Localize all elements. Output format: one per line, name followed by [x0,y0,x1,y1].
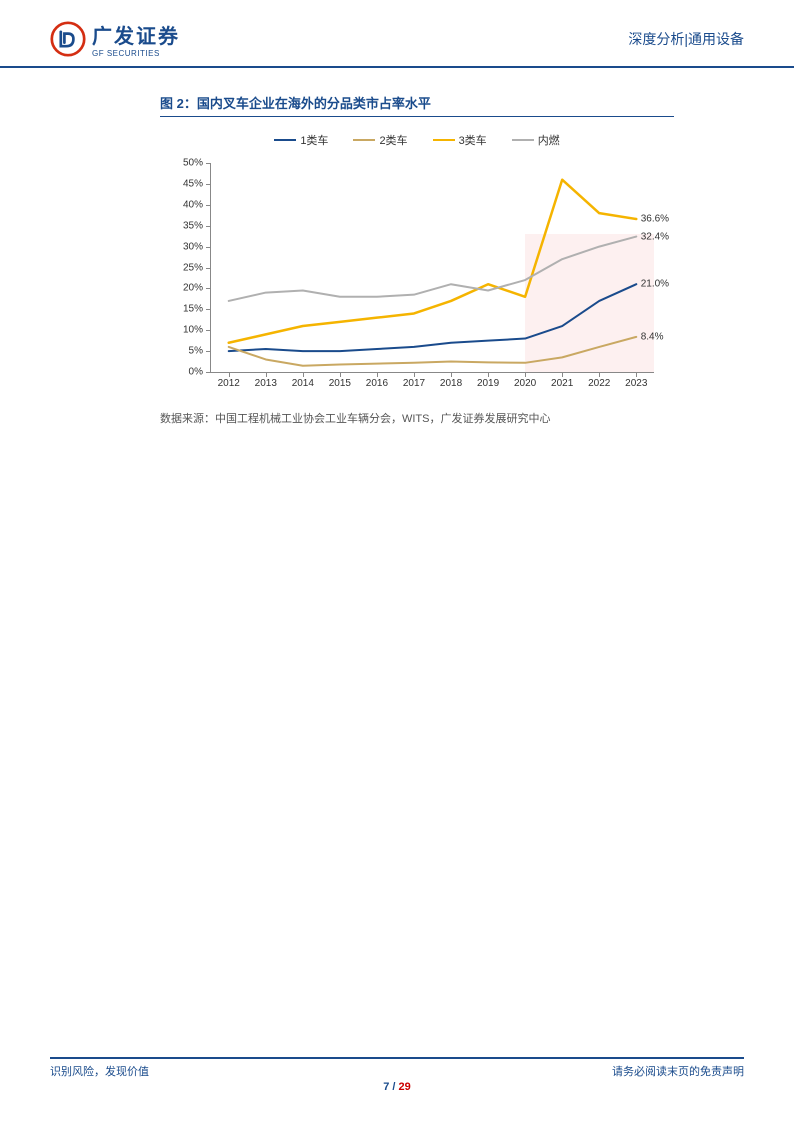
logo-text-cn: 广发证券 [92,20,180,49]
legend-label: 内燃 [538,132,560,148]
y-axis-label: 20% [183,283,203,294]
legend-label: 1类车 [300,132,328,148]
y-tick [206,309,211,310]
chart-canvas: 0% 5% 10% 15% 20% 25% 30% 35% 40% 45% 50% 2012 2013 2… [175,158,674,398]
x-tick [451,372,452,377]
y-axis-label: 45% [183,178,203,189]
legend-item: 3类车 [433,132,487,148]
y-tick [206,205,211,206]
chart-legend: 1类车 2类车 3类车 内燃 [160,132,674,148]
x-axis-label: 2022 [588,378,610,389]
y-tick [206,184,211,185]
chart-source: 数据来源：中国工程机械工业协会工业车辆分会，WITS，广发证券发展研究中心 [160,410,794,426]
x-axis-label: 2015 [329,378,351,389]
x-axis-label: 2016 [366,378,388,389]
x-tick [636,372,637,377]
y-tick [206,288,211,289]
series-end-label: 8.4% [641,331,664,342]
page-total: 29 [399,1081,411,1093]
legend-item: 内燃 [512,132,560,148]
logo: 广发证券 GF SECURITIES [50,20,180,58]
legend-swatch [433,139,455,141]
x-tick [266,372,267,377]
x-tick [414,372,415,377]
legend-swatch [512,139,534,141]
y-axis-label: 0% [189,367,203,378]
logo-text: 广发证券 GF SECURITIES [92,20,180,58]
logo-icon [50,21,86,57]
x-axis-label: 2023 [625,378,647,389]
page-sep: / [389,1081,398,1093]
page-footer: 识别风险，发现价值 请务必阅读末页的免责声明 7 / 29 [50,1057,744,1093]
footer-pager: 7 / 29 [50,1081,744,1093]
legend-item: 2类车 [353,132,407,148]
y-axis-label: 30% [183,241,203,252]
y-tick [206,330,211,331]
y-axis-label: 40% [183,199,203,210]
x-tick [525,372,526,377]
legend-item: 1类车 [274,132,328,148]
chart-title: 图 2：国内叉车企业在海外的分品类市占率水平 [160,93,674,117]
x-axis-label: 2020 [514,378,536,389]
x-axis-label: 2021 [551,378,573,389]
x-tick [377,372,378,377]
y-tick [206,372,211,373]
x-axis-label: 2012 [218,378,240,389]
legend-label: 3类车 [459,132,487,148]
x-axis-label: 2017 [403,378,425,389]
y-axis-label: 15% [183,304,203,315]
y-tick [206,247,211,248]
y-tick [206,163,211,164]
series-end-label: 36.6% [641,214,669,225]
series-line [229,284,637,351]
y-tick [206,226,211,227]
plot-area: 0%5%10%15%20%25%30%35%40%45%50%201220132… [210,163,654,373]
footer-top: 识别风险，发现价值 请务必阅读末页的免责声明 [50,1057,744,1079]
x-tick [340,372,341,377]
legend-label: 2类车 [379,132,407,148]
chart-lines [211,163,654,372]
series-end-label: 21.0% [641,279,669,290]
page-header: 广发证券 GF SECURITIES 深度分析|通用设备 [0,0,794,68]
series-line [229,237,637,301]
legend-swatch [274,139,296,141]
footer-left: 识别风险，发现价值 [50,1063,149,1079]
series-end-label: 32.4% [641,231,669,242]
y-axis-label: 10% [183,325,203,336]
y-axis-label: 50% [183,158,203,169]
x-tick [488,372,489,377]
header-category: 深度分析|通用设备 [628,29,744,49]
x-axis-label: 2018 [440,378,462,389]
y-tick [206,268,211,269]
x-tick [303,372,304,377]
y-axis-label: 25% [183,262,203,273]
y-tick [206,351,211,352]
x-axis-label: 2019 [477,378,499,389]
y-axis-label: 35% [183,220,203,231]
y-axis-label: 5% [189,346,203,357]
x-tick [562,372,563,377]
footer-right: 请务必阅读末页的免责声明 [612,1063,744,1079]
x-tick [599,372,600,377]
x-tick [229,372,230,377]
x-axis-label: 2014 [292,378,314,389]
x-axis-label: 2013 [255,378,277,389]
logo-text-en: GF SECURITIES [92,49,180,58]
legend-swatch [353,139,375,141]
chart-figure: 图 2：国内叉车企业在海外的分品类市占率水平 1类车 2类车 3类车 内燃 0% 5% 1… [160,93,674,398]
